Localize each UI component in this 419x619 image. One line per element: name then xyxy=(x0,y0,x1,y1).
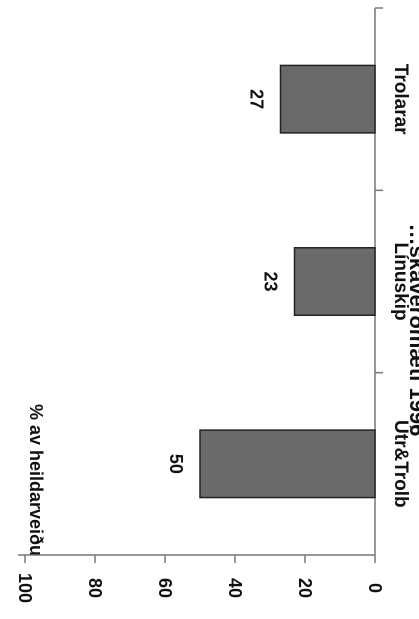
data-label: 27 xyxy=(247,89,267,109)
bar-0 xyxy=(199,429,376,499)
bar-2 xyxy=(279,64,376,134)
value-tick-label: 60 xyxy=(155,578,175,598)
bar-1 xyxy=(293,247,376,316)
value-tick-label: 20 xyxy=(295,578,315,598)
value-tick-label: 0 xyxy=(365,583,385,593)
data-labels: 50 23 27 xyxy=(166,89,281,474)
category-axis-ticks xyxy=(375,7,383,374)
value-axis-ticks: 0 20 40 60 80 100 xyxy=(15,555,385,603)
category-label: Línuskip xyxy=(390,242,411,320)
data-label: 23 xyxy=(261,271,281,291)
value-tick-label: 80 xyxy=(85,578,105,598)
category-label: Útr&Trolb xyxy=(390,420,412,508)
category-labels: Útr&Trolb Línuskip Trolarar xyxy=(390,64,412,508)
data-label: 50 xyxy=(166,454,186,474)
value-tick-label: 40 xyxy=(225,578,245,598)
chart-title: …skaverðmæti 1996 xyxy=(405,224,419,437)
y-axis-label: % av heildarveiðu xyxy=(26,404,46,556)
bars xyxy=(199,64,376,499)
value-tick-label: 100 xyxy=(15,573,35,603)
category-label: Trolarar xyxy=(390,64,411,135)
